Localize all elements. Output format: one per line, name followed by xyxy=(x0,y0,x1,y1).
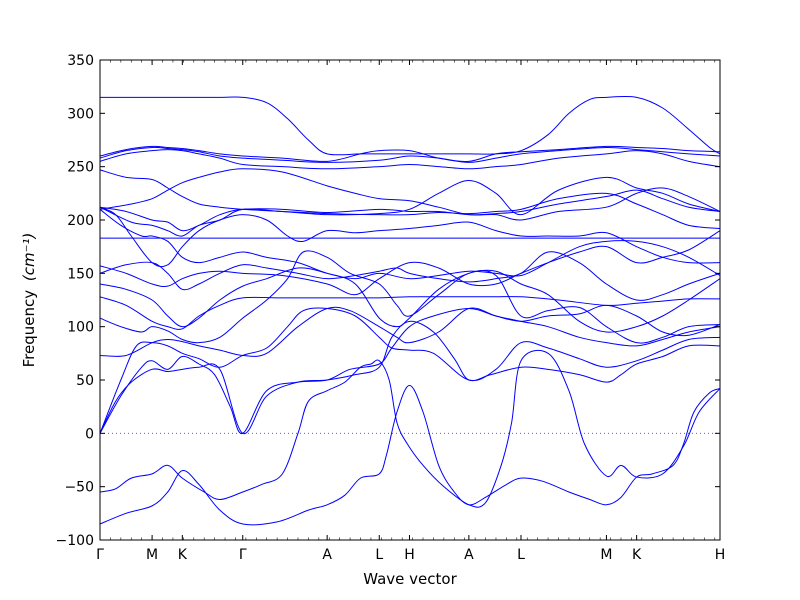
y-tick-label: 150 xyxy=(67,266,94,282)
band-line-2 xyxy=(100,349,720,508)
band-line-7 xyxy=(100,250,720,344)
x-tick-label: Γ xyxy=(239,547,247,563)
axes-frame xyxy=(99,59,721,541)
x-tick-label: L xyxy=(375,547,383,563)
x-tick-label: K xyxy=(632,547,642,563)
y-axis-title: Frequency (cm⁻¹) xyxy=(20,233,38,368)
x-axis-title: Wave vector xyxy=(363,570,457,588)
band-line-13 xyxy=(100,206,720,268)
band-line-6 xyxy=(100,306,720,357)
band-line-8 xyxy=(100,296,720,330)
x-tick-label: K xyxy=(178,547,188,563)
x-tick-label: L xyxy=(517,547,525,563)
band-line-17 xyxy=(100,169,720,216)
x-tick-label: M xyxy=(146,547,158,563)
x-tick-label: Γ xyxy=(96,547,104,563)
band-line-11 xyxy=(100,230,720,296)
band-line-4 xyxy=(100,320,720,434)
x-tick-label: A xyxy=(464,547,474,563)
x-tick-label: H xyxy=(404,547,415,563)
band-line-15 xyxy=(100,192,720,237)
y-tick-label: 350 xyxy=(67,53,94,69)
band-line-1 xyxy=(100,384,720,526)
y-tick-label: −50 xyxy=(64,480,94,496)
band-line-9 xyxy=(100,267,720,333)
y-tick-label: 50 xyxy=(76,373,94,389)
x-tick-label: H xyxy=(715,547,726,563)
band-line-10 xyxy=(100,251,720,301)
band-line-18 xyxy=(100,168,720,221)
y-tick-label: −100 xyxy=(56,533,94,549)
y-tick-label: 200 xyxy=(67,213,94,229)
band-line-22 xyxy=(100,95,720,156)
y-tick-label: 100 xyxy=(67,320,94,336)
band-line-16 xyxy=(100,189,720,232)
y-tick-label: 300 xyxy=(67,106,94,122)
svg-text:Frequency (cm⁻¹): Frequency (cm⁻¹) xyxy=(20,233,38,368)
x-tick-label: M xyxy=(600,547,612,563)
y-axis-unit: (cm⁻¹) xyxy=(20,233,38,282)
plot-area xyxy=(100,95,720,526)
y-tick-label: 0 xyxy=(85,426,94,442)
band-line-20 xyxy=(100,146,720,163)
y-tick-label: 250 xyxy=(67,160,94,176)
band-line-12 xyxy=(100,208,720,280)
band-line-19 xyxy=(100,149,720,170)
band-line-21 xyxy=(100,145,720,162)
band-line-3 xyxy=(100,304,720,434)
band-line-5 xyxy=(100,307,720,434)
x-tick-label: A xyxy=(322,547,332,563)
phonon-bands xyxy=(100,95,720,526)
y-axis-title-text: Frequency xyxy=(20,290,38,368)
